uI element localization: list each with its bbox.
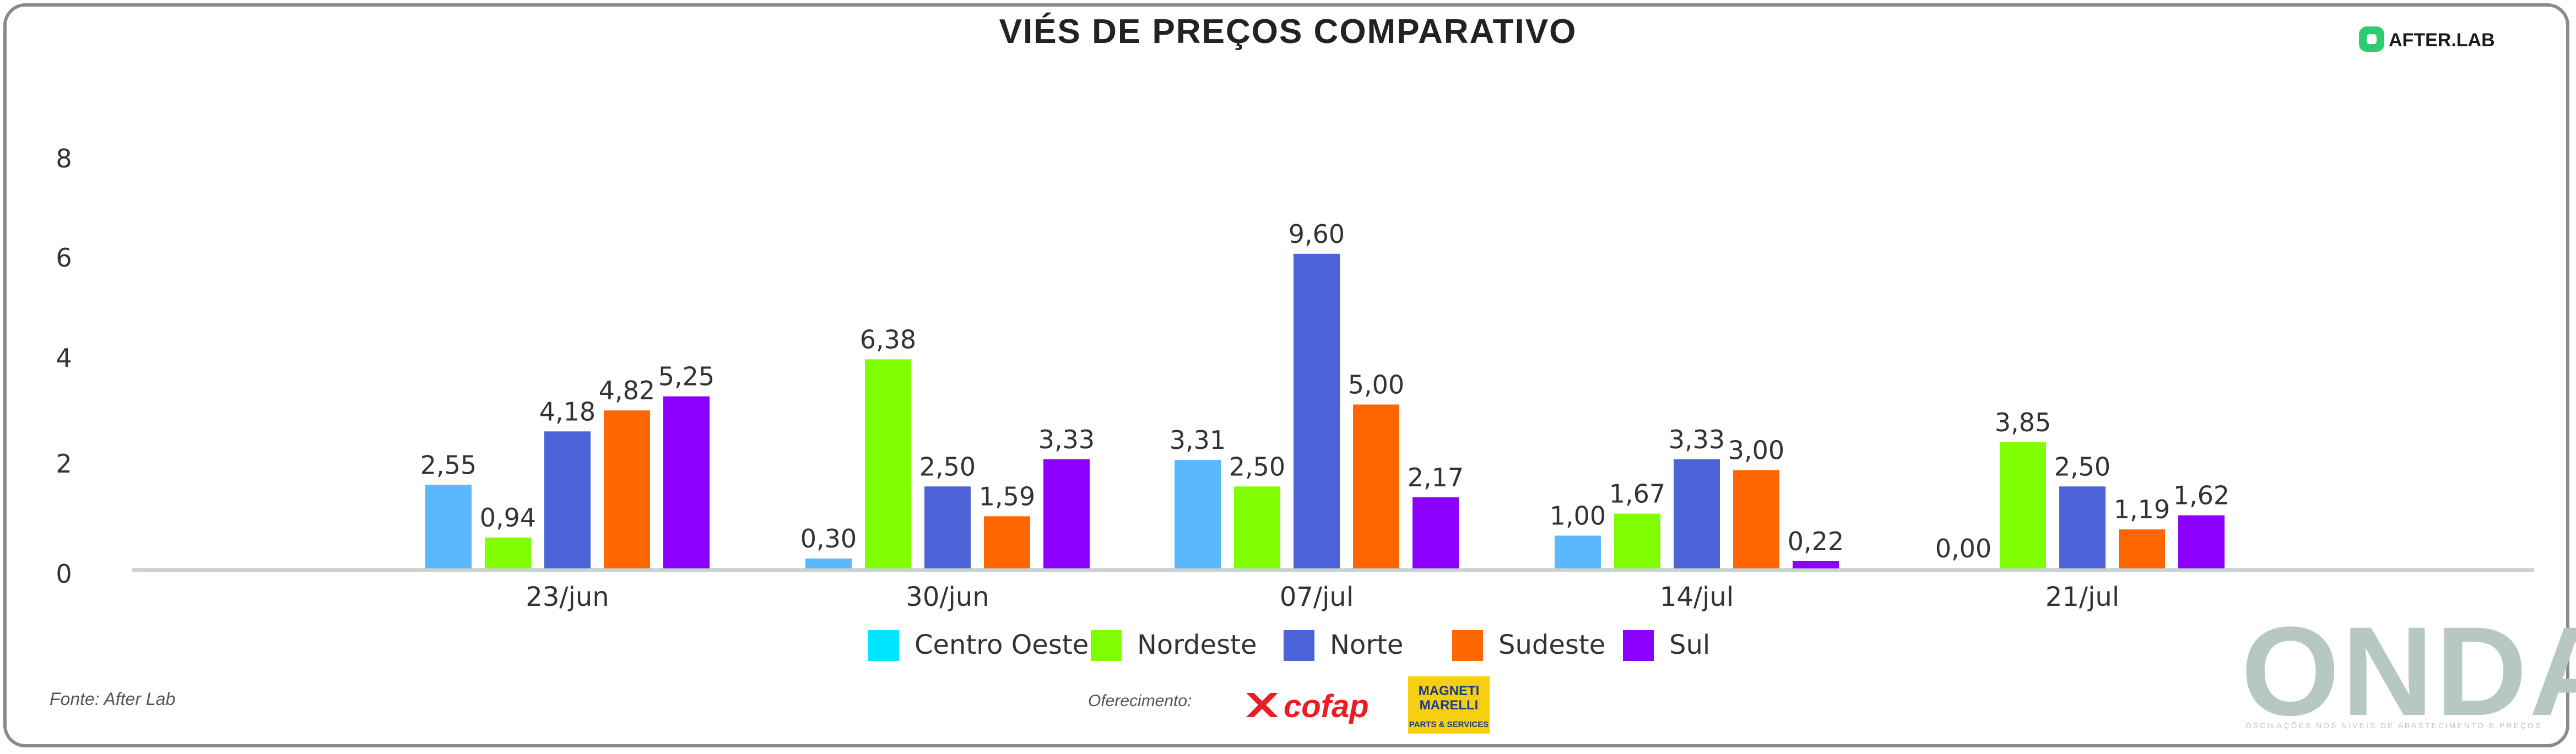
bar-centro-oeste bbox=[805, 558, 852, 568]
value-label: 5,00 bbox=[1348, 370, 1404, 400]
value-label: 2,50 bbox=[1229, 452, 1285, 481]
legend-item-centro-oeste: Centro Oeste bbox=[868, 630, 1089, 661]
x-tick-label: 07/jul bbox=[1280, 582, 1354, 612]
bar-nordeste bbox=[485, 538, 531, 568]
legend-swatch bbox=[1623, 630, 1654, 661]
value-label: 1,62 bbox=[2173, 481, 2229, 511]
y-tick-label: 8 bbox=[56, 144, 72, 173]
value-label: 4,82 bbox=[599, 376, 655, 405]
value-label: 5,25 bbox=[658, 362, 715, 392]
value-label: 2,17 bbox=[1408, 463, 1464, 492]
cofap-logo: cofap bbox=[1246, 688, 1369, 724]
bar-nordeste bbox=[1614, 513, 1660, 568]
legend-swatch bbox=[1284, 630, 1314, 661]
y-tick-label: 0 bbox=[56, 559, 72, 589]
bar-centro-oeste bbox=[1175, 460, 1221, 568]
value-label: 1,59 bbox=[979, 481, 1035, 511]
bar-sudeste bbox=[2119, 529, 2165, 568]
bar-nordeste bbox=[2000, 442, 2046, 568]
bar-norte bbox=[2059, 486, 2106, 568]
chart-title: VIÉS DE PREÇOS COMPARATIVO bbox=[999, 13, 1577, 51]
x-tick-label: 21/jul bbox=[2045, 582, 2119, 612]
bar-nordeste bbox=[1234, 486, 1280, 568]
chart-frame bbox=[3, 3, 2569, 747]
bar-sul bbox=[1043, 459, 1090, 568]
afterlab-logo-text: AFTER.LAB bbox=[2389, 30, 2495, 51]
source-note: Fonte: After Lab bbox=[50, 689, 175, 709]
x-tick-label: 30/jun bbox=[906, 582, 989, 612]
legend-item-sul: Sul bbox=[1623, 630, 1710, 661]
afterlab-logo-icon-inner bbox=[2367, 34, 2377, 44]
value-label: 3,85 bbox=[1995, 408, 2051, 437]
legend-swatch bbox=[1091, 630, 1122, 661]
bar-sul bbox=[1413, 497, 1459, 568]
magneti-line1: MAGNETI bbox=[1419, 684, 1480, 698]
value-label: 0,94 bbox=[480, 503, 536, 533]
bar-sul bbox=[1793, 561, 1839, 568]
bar-nordeste bbox=[865, 359, 911, 568]
value-labels-group: 2,550,944,184,82 5,250,306,382,501,593,33… bbox=[420, 219, 2229, 563]
bar-centro-oeste bbox=[1555, 535, 1601, 568]
bar-norte bbox=[1674, 459, 1720, 568]
x-tick-label: 14/jul bbox=[1660, 582, 1734, 612]
onda-logo: ONDA OSCILAÇÕES NOS NÍVEIS DE ABASTECIME… bbox=[2241, 600, 2576, 742]
bar-sudeste bbox=[1353, 404, 1399, 568]
legend-swatch bbox=[868, 630, 899, 661]
cofap-logo-text: cofap bbox=[1284, 688, 1369, 724]
value-label: 0,30 bbox=[800, 524, 857, 554]
value-label: 0,00 bbox=[1935, 534, 1991, 563]
bar-sul bbox=[2178, 515, 2225, 568]
value-label: 9,60 bbox=[1289, 219, 1345, 249]
value-label: 1,19 bbox=[2114, 495, 2170, 524]
bar-sudeste bbox=[984, 516, 1030, 568]
onda-tagline: OSCILAÇÕES NOS NÍVEIS DE ABASTECIMENTO E… bbox=[2245, 721, 2542, 730]
value-label: 1,00 bbox=[1550, 501, 1606, 531]
y-axis: 0 2 4 6 8 bbox=[56, 144, 72, 589]
bar-norte bbox=[544, 431, 591, 568]
bar-norte bbox=[924, 486, 971, 568]
legend-label: Nordeste bbox=[1137, 630, 1257, 660]
y-tick-label: 4 bbox=[56, 343, 72, 373]
sponsors-label: Oferecimento: bbox=[1088, 692, 1192, 710]
legend-label: Centro Oeste bbox=[914, 630, 1089, 660]
value-label: 2,55 bbox=[420, 450, 477, 480]
y-tick-label: 6 bbox=[56, 243, 72, 273]
cofap-logo-icon bbox=[1246, 693, 1278, 717]
magneti-line2: MARELLI bbox=[1420, 698, 1479, 713]
bar-norte bbox=[1294, 253, 1340, 568]
x-axis: 23/jun 30/jun 07/jul 14/jul 21/jul bbox=[526, 582, 2119, 612]
bars-group bbox=[425, 253, 2225, 568]
value-label: 3,00 bbox=[1728, 436, 1784, 465]
legend: Centro Oeste Nordeste Norte Sudeste Sul bbox=[868, 630, 1710, 661]
legend-item-sudeste: Sudeste bbox=[1452, 630, 1605, 661]
magneti-marelli-logo: MAGNETI MARELLI PARTS & SERVICES bbox=[1408, 676, 1490, 734]
bar-sudeste bbox=[604, 410, 650, 568]
legend-label: Norte bbox=[1330, 630, 1403, 660]
value-label: 3,31 bbox=[1170, 425, 1226, 455]
value-label: 2,50 bbox=[2054, 452, 2110, 481]
y-tick-label: 2 bbox=[56, 449, 72, 479]
value-label: 3,33 bbox=[1669, 425, 1725, 454]
value-label: 0,22 bbox=[1788, 527, 1844, 556]
bar-centro-oeste bbox=[425, 485, 472, 568]
magneti-line3: PARTS & SERVICES bbox=[1409, 720, 1489, 729]
onda-logo-text: ONDA bbox=[2241, 600, 2576, 742]
afterlab-logo: AFTER.LAB bbox=[2359, 26, 2495, 52]
legend-item-norte: Norte bbox=[1284, 630, 1403, 661]
legend-swatch bbox=[1452, 630, 1483, 661]
value-label: 1,67 bbox=[1609, 479, 1665, 509]
value-label: 4,18 bbox=[539, 397, 596, 426]
legend-label: Sudeste bbox=[1498, 630, 1605, 660]
legend-item-nordeste: Nordeste bbox=[1091, 630, 1257, 661]
magneti-marelli-badge bbox=[1408, 676, 1490, 734]
legend-label: Sul bbox=[1669, 630, 1710, 660]
x-tick-label: 23/jun bbox=[526, 582, 609, 612]
bar-sudeste bbox=[1733, 470, 1779, 568]
value-label: 2,50 bbox=[919, 452, 976, 481]
value-label: 6,38 bbox=[860, 324, 916, 354]
bar-sul bbox=[663, 396, 710, 568]
value-label: 3,33 bbox=[1038, 425, 1095, 454]
